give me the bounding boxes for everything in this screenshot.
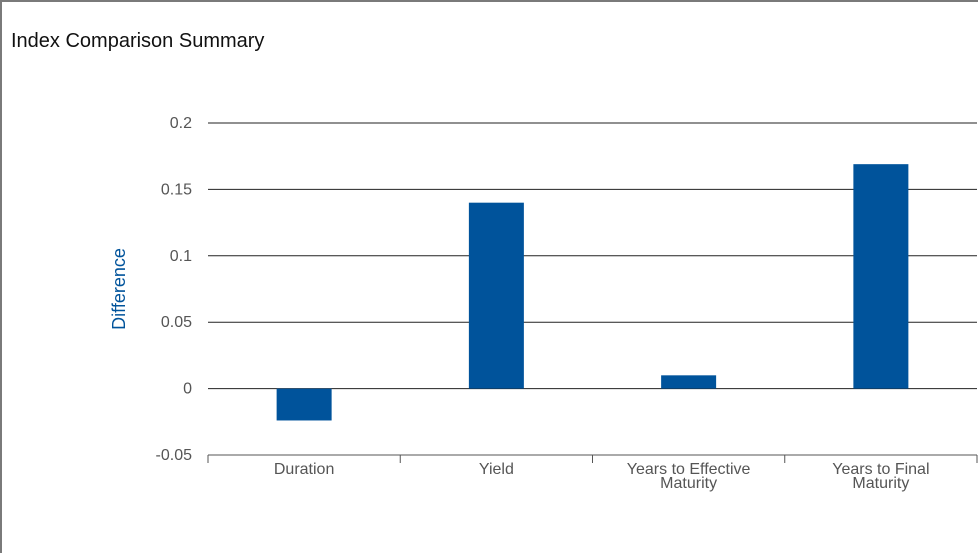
- bar: [468, 202, 524, 389]
- x-tick-label: Years to Final: [832, 461, 929, 478]
- bar: [853, 164, 909, 389]
- y-tick-label: 0.05: [161, 314, 192, 331]
- y-axis-label: Difference: [109, 248, 129, 330]
- x-tick-label: Years to Effective: [627, 461, 751, 478]
- bar: [661, 375, 717, 389]
- y-tick-label: 0.2: [170, 115, 192, 132]
- y-tick-label: 0.15: [161, 181, 192, 198]
- y-tick-label: 0.1: [170, 248, 192, 265]
- y-tick-label: 0: [183, 381, 192, 398]
- x-tick-label: Maturity: [660, 475, 717, 492]
- chart-title: Index Comparison Summary: [11, 30, 265, 52]
- x-tick-label: Maturity: [852, 475, 909, 492]
- y-tick-label: -0.05: [156, 447, 193, 464]
- x-tick-label: Yield: [479, 461, 514, 478]
- bar: [276, 388, 332, 421]
- x-tick-label: Duration: [274, 461, 334, 478]
